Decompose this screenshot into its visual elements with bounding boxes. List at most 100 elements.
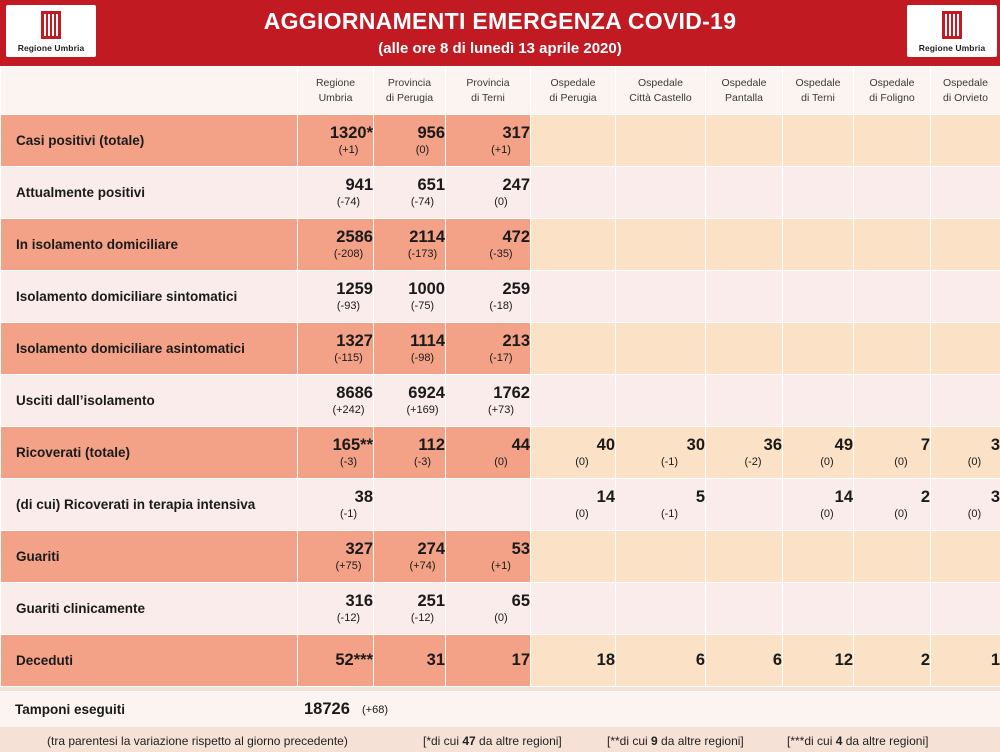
data-cell <box>782 114 854 167</box>
cell-delta: (-75) <box>410 300 435 312</box>
data-cell: 17 <box>445 634 531 687</box>
cell-value: 316 <box>345 592 373 610</box>
data-cell <box>705 530 783 583</box>
header-corner <box>0 66 298 115</box>
cell-delta: (+1) <box>338 144 359 156</box>
cell-delta: (-1) <box>339 508 358 520</box>
cell-value: 317 <box>502 124 530 142</box>
cell-delta: (+75) <box>335 560 362 572</box>
footer-note-variation: (tra parentesi la variazione rispetto al… <box>47 734 348 748</box>
cell-value: 1114 <box>410 332 445 350</box>
row-label: Attualmente positivi <box>0 166 298 219</box>
table-row: Guariti 327 (+75) 274 (+74) 53 (+1) <box>0 530 1000 583</box>
coat-of-arms-icon <box>41 11 61 39</box>
cell-value: 2586 <box>336 228 373 246</box>
data-cell: 317 (+1) <box>445 114 531 167</box>
row-label: Usciti dall’isolamento <box>0 374 298 427</box>
data-cell: 316 (-12) <box>297 582 374 635</box>
cell-delta: (-12) <box>410 612 435 624</box>
cell-delta: (-74) <box>410 196 435 208</box>
cell-delta: (-12) <box>336 612 361 624</box>
cell-delta: (0) <box>894 508 908 520</box>
data-cell: 2586 (-208) <box>297 218 374 271</box>
data-cell <box>853 582 931 635</box>
cell-value: 274 <box>417 540 445 558</box>
data-cell: 327 (+75) <box>297 530 374 583</box>
footer-notes: (tra parentesi la variazione rispetto al… <box>0 728 1000 752</box>
data-cell <box>705 478 783 531</box>
data-cell <box>615 322 706 375</box>
cell-delta: (-115) <box>334 352 363 364</box>
data-cell: 1259 (-93) <box>297 270 374 323</box>
col-provincia-terni: Provincia di Terni <box>445 66 531 115</box>
data-cell: 274 (+74) <box>373 530 446 583</box>
tamponi-label: Tamponi eseguiti <box>15 702 126 717</box>
column-header-row: Regione Umbria Provincia di Perugia Provin… <box>0 66 1000 115</box>
data-cell: 1320* (+1) <box>297 114 374 167</box>
data-cell <box>530 270 616 323</box>
cell-delta: (-3) <box>413 456 432 468</box>
data-cell: 259 (-18) <box>445 270 531 323</box>
cell-delta: (+1) <box>491 560 511 572</box>
col-provincia-perugia: Provincia di Perugia <box>373 66 446 115</box>
data-cell <box>615 218 706 271</box>
cell-delta: (-208) <box>333 248 364 260</box>
col-ospedale-terni: Ospedale di Terni <box>782 66 854 115</box>
data-cell: 65 (0) <box>445 582 531 635</box>
data-cell: 1114 (-98) <box>373 322 446 375</box>
cell-value: 213 <box>502 332 530 350</box>
cell-value: 3 <box>990 488 1000 506</box>
data-cell: 7 (0) <box>853 426 931 479</box>
data-cell: 8686 (+242) <box>297 374 374 427</box>
data-cell <box>853 114 931 167</box>
table-row: Deceduti 52*** 31 17 18 6 6 12 2 1 <box>0 634 1000 687</box>
cell-delta: (-18) <box>489 300 513 312</box>
cell-value: 1327 <box>336 332 373 350</box>
data-cell <box>530 374 616 427</box>
coat-of-arms-icon <box>942 11 962 39</box>
cell-value: 6924 <box>408 384 445 402</box>
table-row: Ricoverati (totale) 165** (-3) 112 (-3) 44 (0)… <box>0 426 1000 479</box>
regione-umbria-logo-left: Regione Umbria <box>6 5 96 57</box>
table-body: Casi positivi (totale) 1320* (+1) 956 (0) 317… <box>0 114 1000 687</box>
data-cell: 165** (-3) <box>297 426 374 479</box>
data-cell <box>705 322 783 375</box>
data-cell <box>930 374 1000 427</box>
table-row: Guariti clinicamente 316 (-12) 251 (-12) 65 (0… <box>0 582 1000 635</box>
data-cell: 2114 (-173) <box>373 218 446 271</box>
col-ospedale-orvieto: Ospedale di Orvieto <box>930 66 1000 115</box>
page-subtitle: (alle ore 8 di lunedì 13 aprile 2020) <box>378 40 622 57</box>
data-cell <box>930 218 1000 271</box>
tamponi-delta: (+68) <box>362 704 388 716</box>
cell-delta: (-17) <box>489 352 513 364</box>
data-cell <box>705 374 783 427</box>
cell-value: 251 <box>417 592 445 610</box>
cell-delta: (0) <box>575 456 589 468</box>
data-cell: 6 <box>705 634 783 687</box>
data-cell: 1 <box>930 634 1000 687</box>
row-label: Isolamento domiciliare sintomatici <box>0 270 298 323</box>
data-cell: 941 (-74) <box>297 166 374 219</box>
data-cell <box>705 218 783 271</box>
data-cell <box>615 166 706 219</box>
covid-data-table: Regione Umbria Provincia di Perugia Provin… <box>0 66 1000 687</box>
cell-value: 17 <box>511 651 530 669</box>
cell-delta: (+73) <box>488 404 514 416</box>
logo-text: Regione Umbria <box>918 43 986 53</box>
col-regione-umbria: Regione Umbria <box>297 66 374 115</box>
cell-delta: (-2) <box>744 456 762 468</box>
data-cell <box>615 114 706 167</box>
data-cell <box>782 530 854 583</box>
cell-value: 651 <box>417 176 445 194</box>
table-row: In isolamento domiciliare 2586 (-208) 2114 (… <box>0 218 1000 271</box>
cell-value: 956 <box>417 124 445 142</box>
data-cell <box>782 582 854 635</box>
cell-value: 6 <box>695 651 705 669</box>
data-cell <box>615 374 706 427</box>
data-cell <box>530 322 616 375</box>
data-cell <box>615 270 706 323</box>
data-cell <box>853 322 931 375</box>
cell-value: 8686 <box>336 384 373 402</box>
data-cell <box>615 530 706 583</box>
data-cell: 52*** <box>297 634 374 687</box>
